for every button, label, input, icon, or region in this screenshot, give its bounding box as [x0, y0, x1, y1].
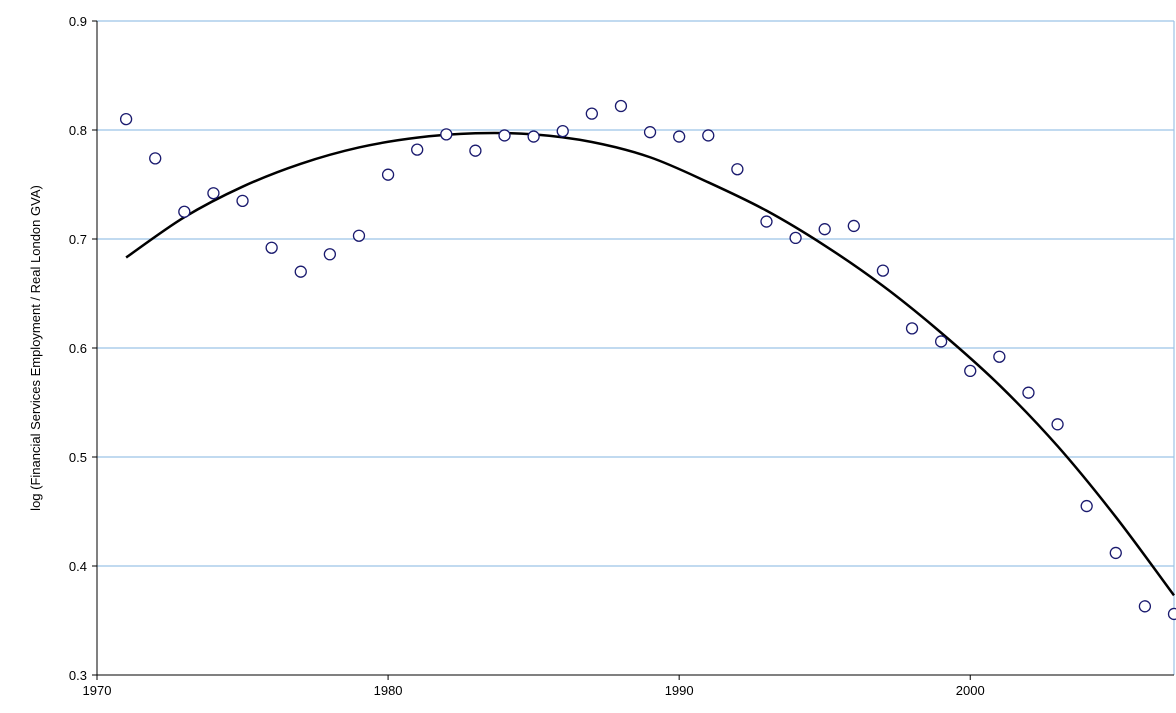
data-point: [673, 130, 686, 143]
data-point: [149, 152, 162, 165]
trendline-layer: [125, 131, 1176, 597]
trendline: [125, 131, 1176, 597]
data-point: [236, 194, 249, 208]
y-tick-label: 0.6: [69, 341, 87, 356]
data-point: [294, 265, 307, 278]
y-tick-label: 0.7: [69, 232, 87, 247]
data-point: [207, 187, 220, 200]
data-point: [556, 124, 569, 138]
data-point: [323, 248, 337, 261]
data-point: [1051, 418, 1064, 431]
data-point: [352, 229, 366, 242]
data-point: [876, 264, 890, 277]
data-point: [1080, 499, 1093, 513]
x-tick-label: 1970: [83, 683, 112, 698]
data-point: [585, 107, 598, 120]
data-point: [964, 364, 977, 378]
y-axis-title: log (Financial Services Employment / Rea…: [28, 185, 43, 511]
x-tick-label: 1980: [374, 683, 403, 698]
data-point: [381, 168, 395, 181]
data-point: [847, 219, 860, 233]
data-point: [1022, 386, 1035, 399]
data-point: [1138, 600, 1152, 613]
gridlines: [97, 20, 1175, 675]
y-tick-label: 0.5: [69, 450, 87, 465]
data-point: [760, 215, 773, 228]
data-point: [905, 322, 919, 335]
x-tick-label: 2000: [956, 683, 985, 698]
data-point: [993, 350, 1006, 363]
data-point: [119, 112, 133, 126]
data-point: [731, 163, 744, 176]
axes: [92, 20, 1174, 680]
data-point: [469, 144, 482, 157]
data-points: [119, 99, 1176, 621]
data-point: [614, 99, 628, 113]
y-tick-label: 0.9: [69, 14, 87, 29]
data-point: [498, 129, 511, 142]
data-point: [789, 231, 802, 245]
tick-labels: 0.3 0.4 0.5 0.6 0.7 0.8 0.9 1970 1980 1990 2000: [69, 14, 985, 698]
y-tick-label: 0.3: [69, 668, 87, 683]
data-point: [265, 241, 278, 254]
data-point: [440, 128, 453, 141]
data-point: [1167, 607, 1176, 621]
data-point: [178, 205, 191, 218]
data-point: [527, 130, 540, 143]
data-point: [702, 129, 715, 142]
data-point: [818, 223, 831, 236]
data-point: [1109, 546, 1122, 560]
y-tick-label: 0.4: [69, 559, 87, 574]
data-point: [411, 143, 424, 156]
data-point: [643, 126, 657, 139]
data-point: [934, 335, 948, 348]
x-tick-label: 1990: [665, 683, 694, 698]
y-tick-label: 0.8: [69, 123, 87, 138]
